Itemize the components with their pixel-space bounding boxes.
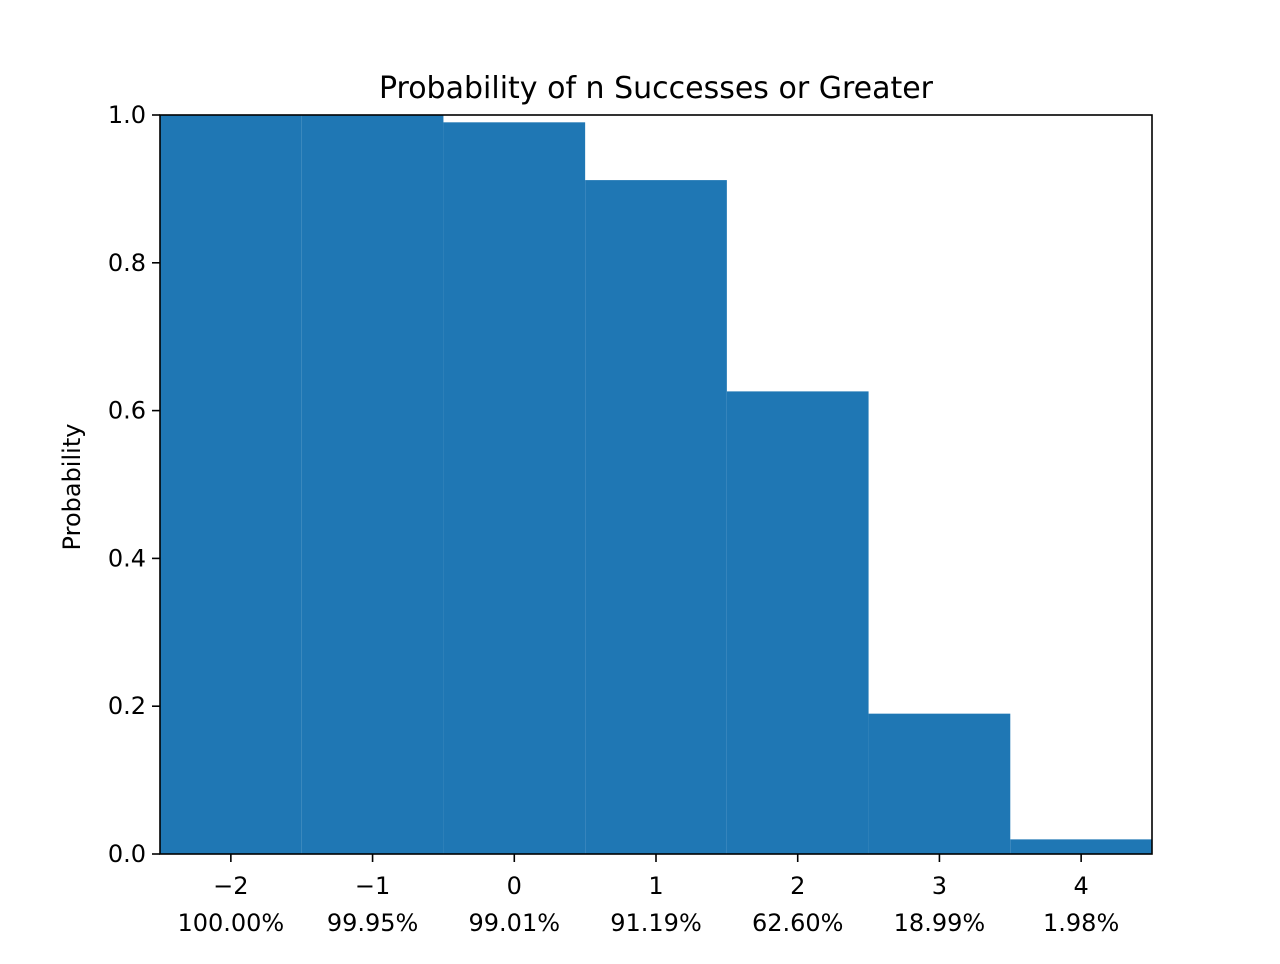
- y-tick-label-3: 0.6: [108, 397, 146, 425]
- x-percent-label-5: 18.99%: [894, 909, 986, 937]
- plot-frame: [159, 114, 1153, 855]
- y-axis-label: Probability: [58, 424, 86, 551]
- y-tick-label-2: 0.4: [108, 544, 146, 572]
- bar-6: [1010, 839, 1152, 854]
- x-tick-label-5: 3: [932, 872, 947, 900]
- y-tick-label-0: 0.0: [108, 840, 146, 868]
- y-tick-label-4: 0.8: [108, 249, 146, 277]
- x-tick-label-2: 0: [507, 872, 522, 900]
- bar-3: [585, 180, 727, 854]
- bar-2: [443, 122, 586, 854]
- bar-0: [160, 115, 302, 854]
- y-tick-label-1: 0.2: [108, 692, 146, 720]
- y-tick-label-5: 1.0: [108, 101, 146, 129]
- x-percent-label-0: 100.00%: [177, 909, 284, 937]
- x-tick-label-0: −2: [213, 872, 248, 900]
- x-percent-label-4: 62.60%: [752, 909, 844, 937]
- bars-layer: [160, 115, 1152, 854]
- x-tick-label-6: 4: [1074, 872, 1089, 900]
- axes-layer: −2 100.00% −1 99.95% 0 99.01% 1 91.19% 2 62.60% 3 1…: [108, 101, 1119, 937]
- x-percent-label-6: 1.98%: [1043, 909, 1119, 937]
- bar-5: [868, 713, 1011, 854]
- bar-4: [726, 391, 869, 854]
- x-tick-label-3: 1: [648, 872, 663, 900]
- x-percent-label-2: 99.01%: [469, 909, 561, 937]
- chart-title: Probability of n Successes or Greater: [379, 71, 934, 106]
- x-percent-label-3: 91.19%: [610, 909, 702, 937]
- x-tick-label-4: 2: [790, 872, 805, 900]
- x-percent-label-1: 99.95%: [327, 909, 419, 937]
- bar-1: [301, 115, 444, 854]
- x-tick-label-1: −1: [355, 872, 390, 900]
